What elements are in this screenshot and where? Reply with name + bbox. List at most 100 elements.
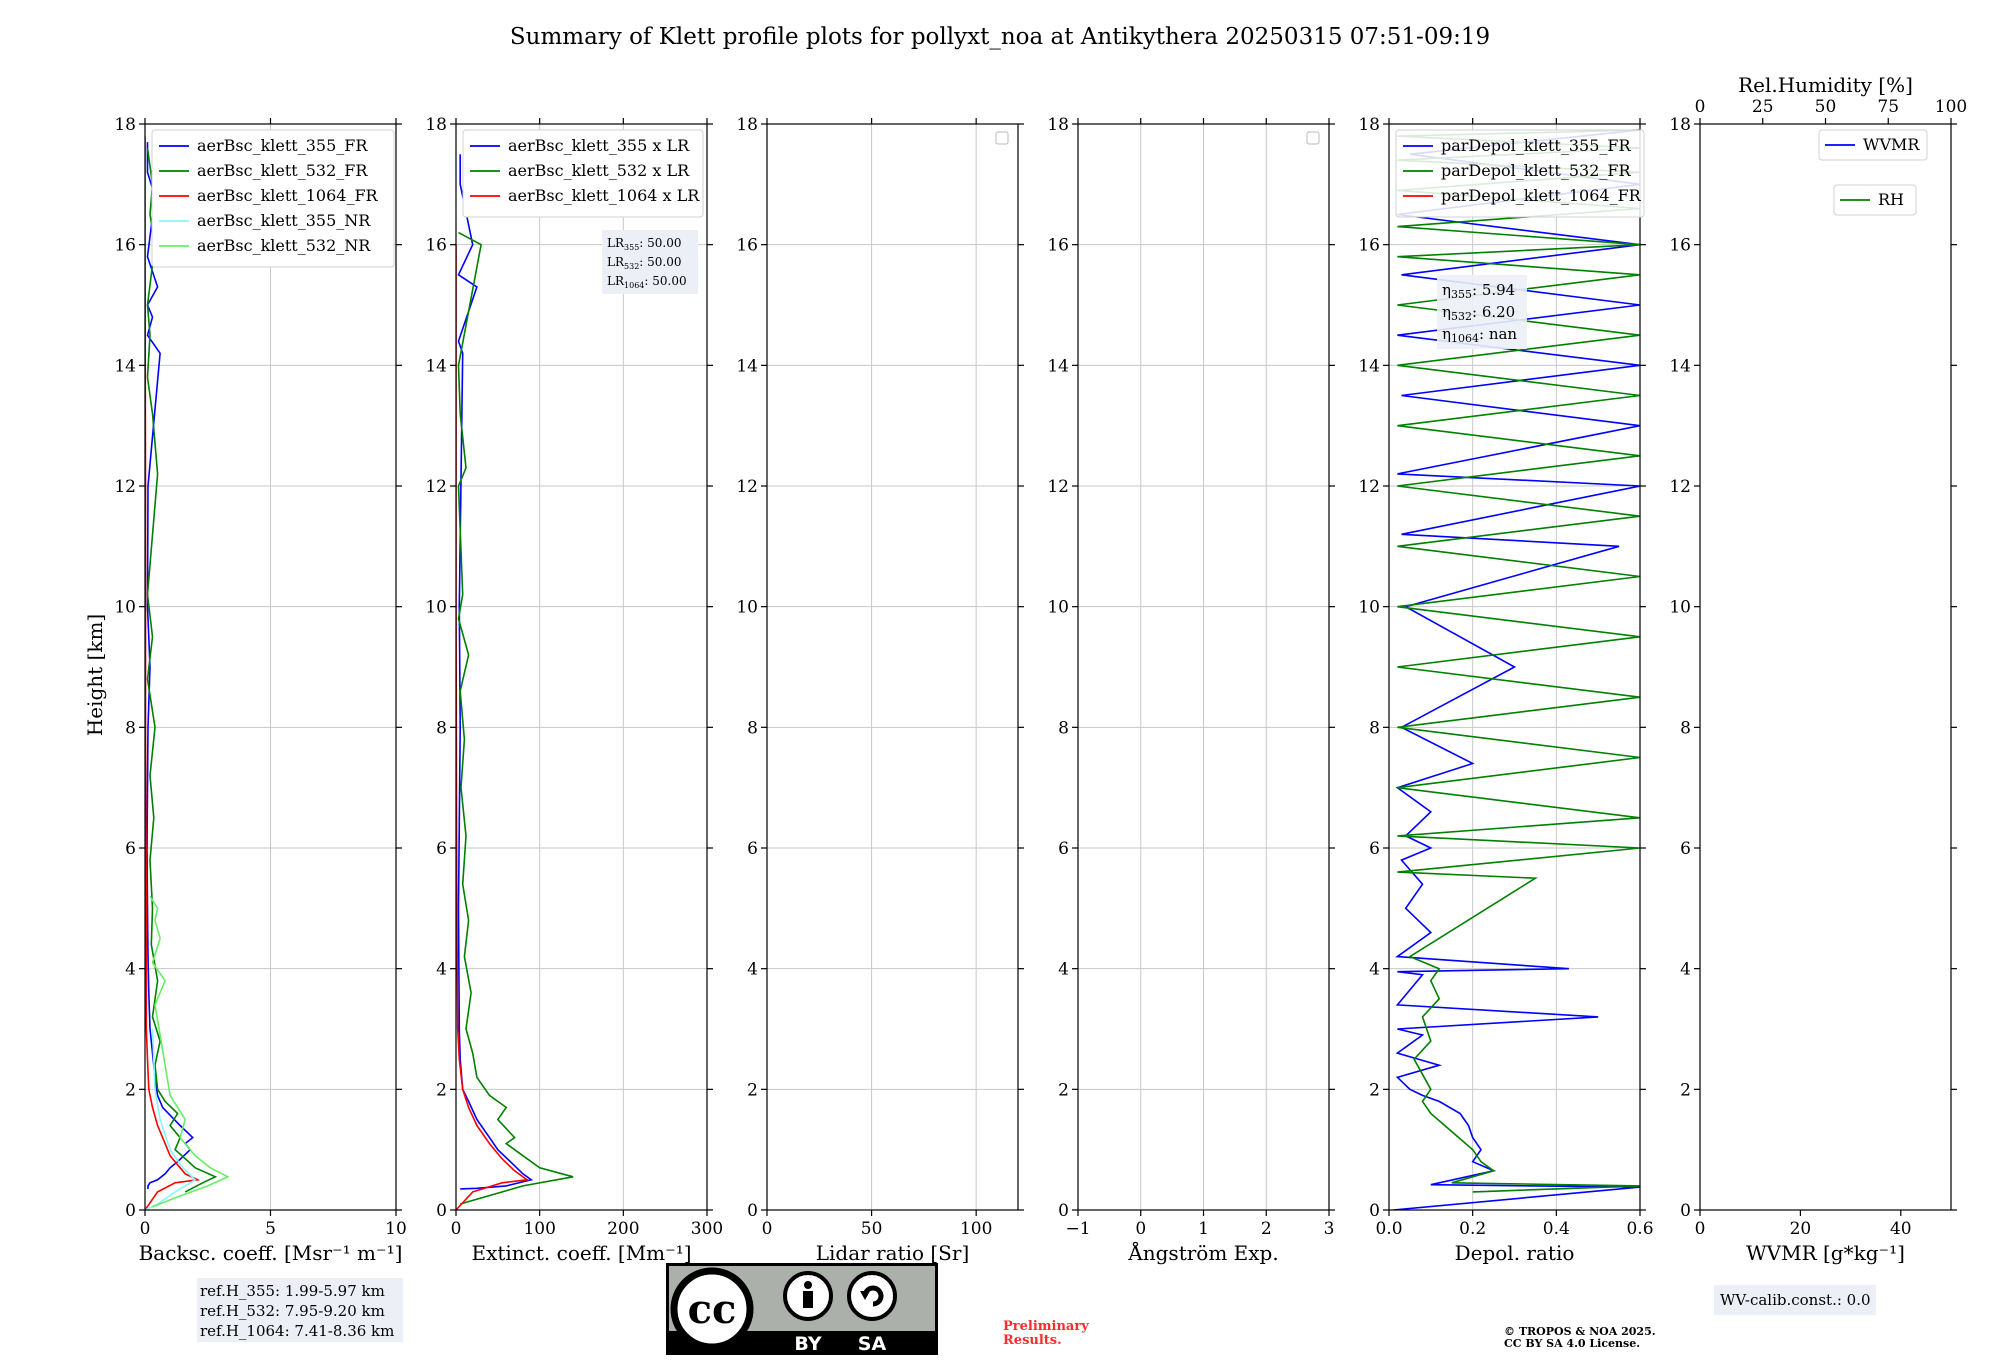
ref-height-text: ref.H_1064: 7.41-8.36 km bbox=[200, 1322, 394, 1340]
x2-tick-label: 25 bbox=[1752, 97, 1774, 117]
series-group bbox=[145, 136, 230, 1210]
series-group bbox=[456, 154, 574, 1210]
y-tick-label: 6 bbox=[747, 839, 758, 859]
y-tick-label: 4 bbox=[125, 960, 136, 980]
x-tick-label: 3 bbox=[1324, 1219, 1335, 1239]
y-tick-label: 12 bbox=[1358, 477, 1380, 497]
y-tick-label: 12 bbox=[425, 477, 447, 497]
y-tick-label: 14 bbox=[1669, 356, 1691, 376]
lr-info-box bbox=[602, 230, 698, 294]
y-tick-label: 8 bbox=[1369, 718, 1380, 738]
y-tick-label: 16 bbox=[114, 236, 136, 256]
legend-label-aerBsc_klett_355 x LR: aerBsc_klett_355 x LR bbox=[508, 136, 690, 155]
series-line-parDepol_klett_355_FR bbox=[1393, 129, 1640, 1210]
x-tick-label: 50 bbox=[861, 1219, 883, 1239]
x-axis-label: Ångström Exp. bbox=[1127, 1240, 1278, 1265]
x-tick-label: 0.2 bbox=[1459, 1219, 1486, 1239]
x-tick-label: 0 bbox=[1135, 1219, 1146, 1239]
annotation-text: LR532: 50.00 bbox=[607, 255, 682, 271]
legend-label-WVMR: WVMR bbox=[1863, 135, 1920, 154]
share-alike-icon bbox=[847, 1271, 897, 1321]
y-tick-label: 0 bbox=[747, 1201, 758, 1221]
x-tick-label: 0 bbox=[140, 1219, 151, 1239]
ref-height-text: ref.H_532: 7.95-9.20 km bbox=[200, 1302, 385, 1320]
series-line-aerBsc_klett_532_NR bbox=[149, 895, 230, 1208]
y-tick-label: 8 bbox=[1680, 718, 1691, 738]
y-tick-label: 6 bbox=[125, 839, 136, 859]
y-tick-label: 0 bbox=[125, 1201, 136, 1221]
legend-box bbox=[462, 129, 704, 218]
cc-by-label: BY bbox=[794, 1333, 821, 1355]
x2-tick-label: 100 bbox=[1935, 97, 1967, 117]
y-tick-label: 10 bbox=[425, 598, 447, 618]
copyright-note: © TROPOS & NOA 2025. CC BY SA 4.0 Licens… bbox=[1504, 1325, 1656, 1350]
x-tick-label: −1 bbox=[1065, 1219, 1090, 1239]
y-tick-label: 6 bbox=[1680, 839, 1691, 859]
series-line-aerBsc_klett_532 x LR bbox=[457, 231, 574, 1205]
y-tick-label: 16 bbox=[425, 236, 447, 256]
y-tick-label: 10 bbox=[736, 598, 758, 618]
y-tick-label: 16 bbox=[1358, 236, 1380, 256]
x-tick-label: 0.6 bbox=[1626, 1219, 1653, 1239]
series-group bbox=[1393, 129, 1640, 1210]
plot-frame bbox=[1699, 123, 1952, 1211]
series-line-aerBsc_klett_355_FR bbox=[146, 142, 194, 1190]
x-tick-label: 300 bbox=[691, 1219, 723, 1239]
y-tick-label: 8 bbox=[436, 718, 447, 738]
x-tick-label: 20 bbox=[1790, 1219, 1812, 1239]
empty-legend-icon bbox=[995, 131, 1009, 145]
y-tick-label: 16 bbox=[736, 236, 758, 256]
y-tick-label: 2 bbox=[125, 1080, 136, 1100]
x-tick-label: 0 bbox=[451, 1219, 462, 1239]
y-tick-label: 18 bbox=[1669, 115, 1691, 135]
y-tick-label: 14 bbox=[425, 356, 447, 376]
y-tick-label: 18 bbox=[114, 115, 136, 135]
plot-frame bbox=[1388, 123, 1641, 1211]
y-tick-label: 4 bbox=[1680, 960, 1691, 980]
legend-box bbox=[1395, 129, 1645, 218]
y-tick-label: 8 bbox=[747, 718, 758, 738]
y-tick-label: 2 bbox=[1680, 1080, 1691, 1100]
x-tick-label: 0 bbox=[762, 1219, 773, 1239]
series-line-aerBsc_klett_355 x LR bbox=[457, 154, 534, 1190]
y-tick-label: 4 bbox=[1058, 960, 1069, 980]
y-tick-label: 10 bbox=[114, 598, 136, 618]
series-line-parDepol_klett_532_FR bbox=[1397, 129, 1640, 1193]
x-tick-label: 0.4 bbox=[1543, 1219, 1570, 1239]
wv-calib-box bbox=[1714, 1285, 1876, 1315]
legend-box bbox=[1833, 184, 1917, 216]
annotation-text: LR355: 50.00 bbox=[607, 236, 682, 252]
y-tick-label: 8 bbox=[1058, 718, 1069, 738]
y-axis-label: Height [km] bbox=[83, 614, 107, 736]
x-tick-label: 100 bbox=[523, 1219, 555, 1239]
y-tick-label: 16 bbox=[1047, 236, 1069, 256]
x2-tick-label: 0 bbox=[1695, 97, 1706, 117]
y-tick-label: 0 bbox=[436, 1201, 447, 1221]
x-axis-label: Depol. ratio bbox=[1455, 1241, 1575, 1265]
y-tick-label: 6 bbox=[436, 839, 447, 859]
empty-legend-icon bbox=[1306, 131, 1320, 145]
x-tick-label: 100 bbox=[960, 1219, 992, 1239]
cc-circle-icon bbox=[670, 1267, 754, 1351]
y-tick-label: 2 bbox=[747, 1080, 758, 1100]
y-tick-label: 14 bbox=[736, 356, 758, 376]
preliminary-line-2: Results. bbox=[1003, 1333, 1062, 1348]
y-tick-label: 12 bbox=[1047, 477, 1069, 497]
y-tick-label: 16 bbox=[1669, 236, 1691, 256]
annotation-text: η355: 5.94 bbox=[1442, 281, 1515, 301]
x-tick-label: 200 bbox=[607, 1219, 639, 1239]
x-tick-label: 2 bbox=[1261, 1219, 1272, 1239]
y-tick-label: 0 bbox=[1680, 1201, 1691, 1221]
eta-info-box bbox=[1437, 275, 1527, 349]
legend-label-aerBsc_klett_355_NR: aerBsc_klett_355_NR bbox=[197, 211, 371, 230]
x-tick-label: 5 bbox=[265, 1219, 276, 1239]
x2-axis-label: Rel.Humidity [%] bbox=[1738, 73, 1913, 97]
cc-by-sa-logo[interactable]: cc BY SA bbox=[666, 1263, 938, 1355]
x-tick-label: 10 bbox=[385, 1219, 407, 1239]
x-axis-label: Backsc. coeff. [Msr⁻¹ m⁻¹] bbox=[139, 1241, 403, 1265]
x2-tick-label: 75 bbox=[1877, 97, 1899, 117]
